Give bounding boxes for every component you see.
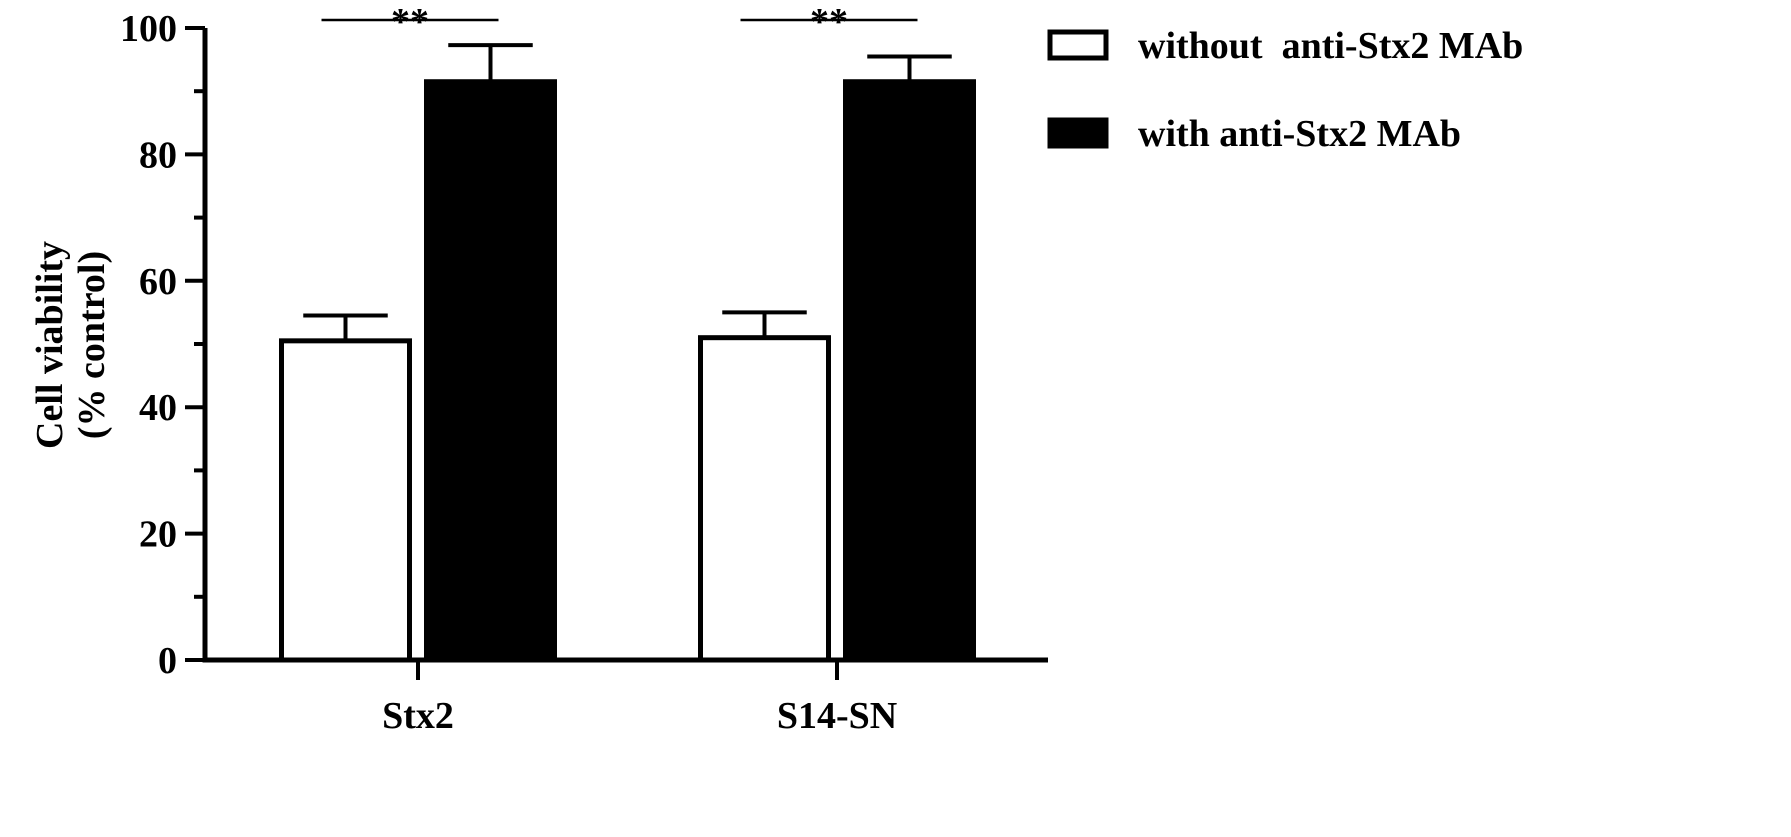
y-axis-label-line-1: Cell viability [29, 241, 71, 449]
y-axis-label-line-2: (% control) [71, 251, 113, 439]
error-bars-group [303, 43, 952, 341]
significance-group: ** ** [321, 1, 918, 43]
x-category-label-s14-sn: S14-SN [777, 695, 897, 737]
legend-label-2: with anti-Stx2 MAb [1138, 113, 1461, 155]
legend-swatch-2 [1047, 117, 1109, 149]
legend-swatch-1 [1047, 29, 1109, 61]
bar-s14-sn-series-1 [698, 335, 831, 663]
bar-s14-sn-series-2 [843, 79, 976, 663]
y-tick-label-0: 0 [158, 640, 177, 682]
y-tick-label-20: 20 [139, 514, 177, 556]
y-axis-label: Cell viability (% control) [29, 241, 113, 449]
y-tick-label-100: 100 [120, 8, 177, 50]
significance-label-2: ** [810, 1, 848, 43]
bars-group [279, 79, 976, 663]
legend-label-1: without anti-Stx2 MAb [1138, 25, 1523, 67]
x-category-label-stx2: Stx2 [382, 695, 454, 737]
bar-stx2-series-2 [424, 79, 557, 663]
legend: without anti-Stx2 MAb with anti-Stx2 MAb [1047, 25, 1523, 155]
bar-stx2-series-1 [279, 338, 412, 663]
y-tick-label-40: 40 [139, 387, 177, 429]
significance-label-1: ** [391, 1, 429, 43]
axes-group: 0 20 40 60 80 100 Stx2 S14-SN [120, 8, 1048, 737]
y-tick-label-80: 80 [139, 134, 177, 176]
y-tick-label-60: 60 [139, 261, 177, 303]
